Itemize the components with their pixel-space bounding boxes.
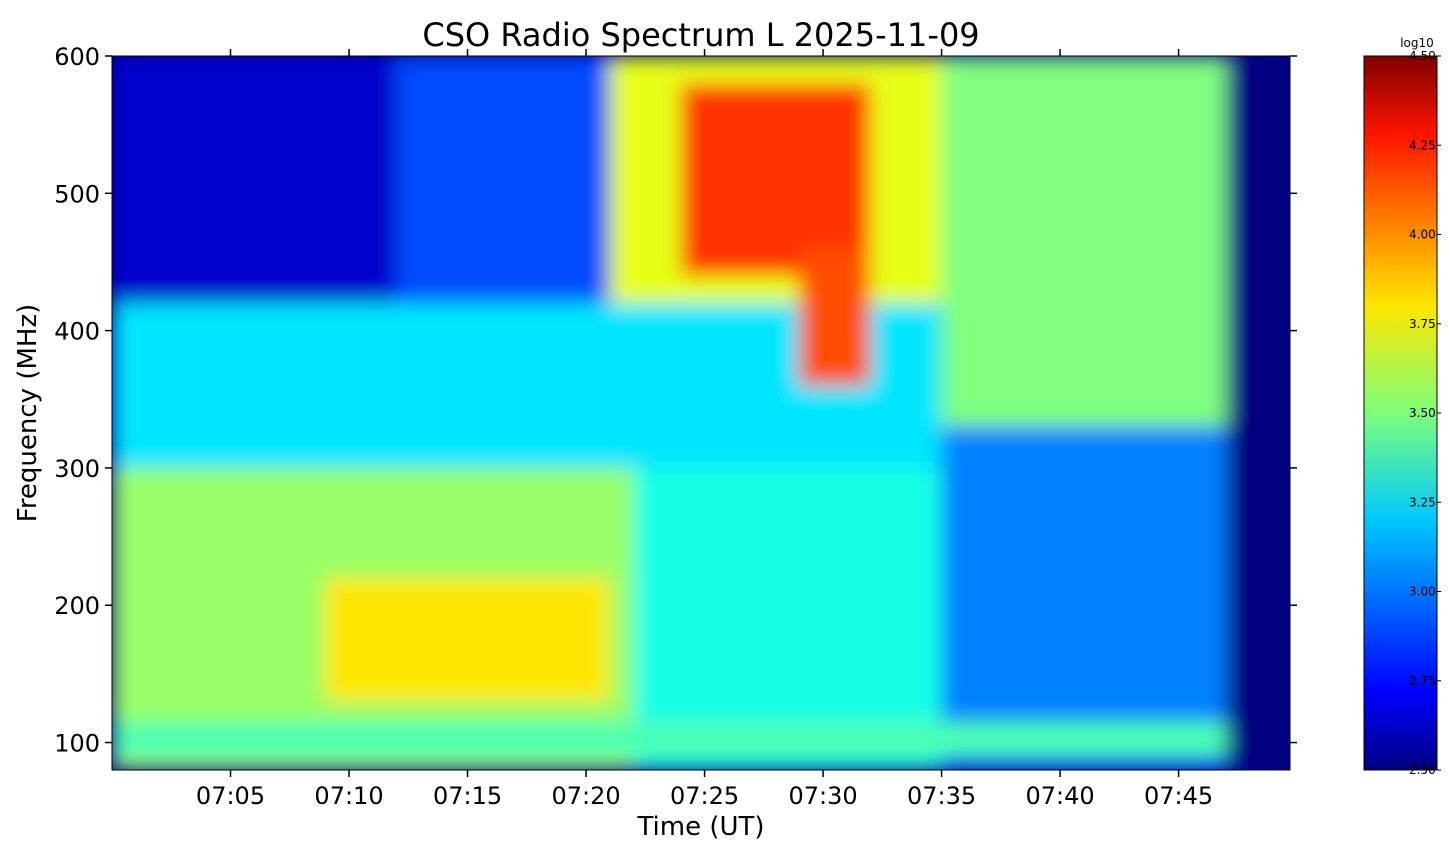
y-tick-label: 400 — [54, 318, 100, 346]
colorbar — [1363, 55, 1438, 771]
heatmap-region — [799, 248, 871, 386]
x-tick-label: 07:25 — [670, 782, 739, 810]
x-tick-label: 07:15 — [433, 782, 502, 810]
colorbar-tick-label: 4.00 — [1409, 228, 1436, 242]
plot-frame — [111, 55, 1291, 771]
x-axis-label: Time (UT) — [636, 812, 764, 842]
heatmap-region — [680, 83, 871, 276]
y-axis-ticks: 100 200 300 400 500 600 — [54, 43, 1297, 758]
colorbar-tick-label: 3.00 — [1409, 585, 1436, 599]
chart-title: CSO Radio Spectrum L 2025-11-09 — [422, 16, 979, 54]
colorbar-tick-label: 3.75 — [1409, 317, 1436, 331]
y-tick-label: 100 — [54, 730, 100, 758]
y-axis-label: Frequency (MHz) — [13, 304, 43, 523]
heatmap-region — [941, 56, 1227, 427]
x-tick-label: 07:45 — [1144, 782, 1213, 810]
colorbar-unit-label: log10 — [1400, 36, 1434, 50]
colorbar-tick-label: 2.50 — [1409, 763, 1436, 777]
heatmap-region — [941, 426, 1227, 770]
colorbar-tick-label: 4.50 — [1409, 49, 1436, 63]
heatmap-region — [112, 56, 397, 304]
colorbar-tick-label: 4.25 — [1409, 138, 1436, 152]
x-tick-label: 07:30 — [788, 782, 857, 810]
x-tick-label: 07:35 — [907, 782, 976, 810]
x-axis-ticks: 07:05 07:10 07:15 07:20 07:25 07:30 07:35 07:40… — [196, 49, 1213, 810]
colorbar-tick-label: 3.50 — [1409, 406, 1436, 420]
colorbar-ticks: 2.50 2.75 3.00 3.25 3.50 3.75 4.00 4.25 4.50 — [1409, 49, 1441, 777]
heatmap-region — [1226, 56, 1290, 770]
heatmap-regions — [112, 56, 1290, 770]
x-tick-label: 07:10 — [314, 782, 383, 810]
y-tick-label: 300 — [54, 455, 100, 483]
colorbar-tick-label: 2.75 — [1409, 674, 1436, 688]
y-tick-label: 600 — [54, 43, 100, 71]
heatmap-region — [325, 577, 610, 702]
x-tick-label: 07:40 — [1026, 782, 1095, 810]
colorbar-tick-label: 3.25 — [1409, 495, 1436, 509]
heatmap-region — [112, 721, 1227, 757]
heatmap-region — [633, 467, 942, 770]
y-tick-label: 500 — [54, 180, 100, 208]
y-tick-label: 200 — [54, 592, 100, 620]
x-tick-label: 07:05 — [196, 782, 265, 810]
plot-area — [112, 56, 1290, 770]
x-tick-label: 07:20 — [551, 782, 620, 810]
